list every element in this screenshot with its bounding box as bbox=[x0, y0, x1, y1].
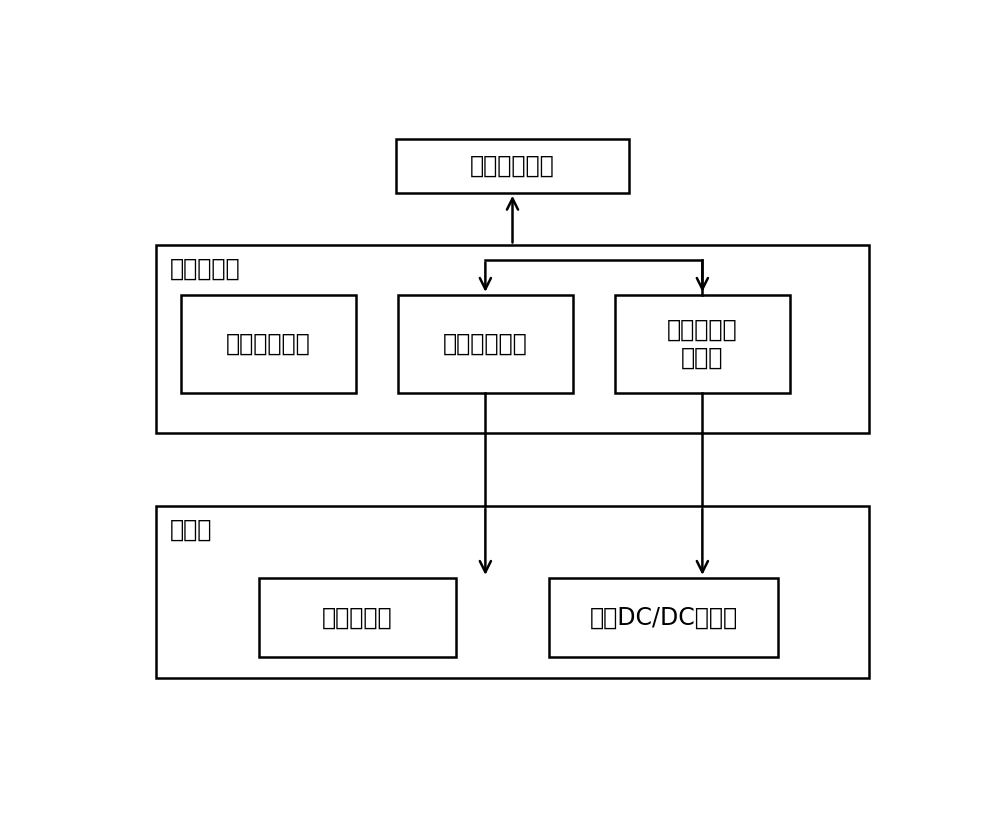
Text: 执行层: 执行层 bbox=[170, 518, 212, 542]
Bar bbox=[549, 577, 778, 657]
Text: 系统监控层: 系统监控层 bbox=[170, 257, 241, 281]
Bar bbox=[396, 139, 629, 193]
Text: 光伏发电监控: 光伏发电监控 bbox=[443, 332, 528, 356]
Bar bbox=[615, 295, 790, 393]
Text: 电网管理系统: 电网管理系统 bbox=[470, 154, 555, 178]
Bar bbox=[181, 295, 356, 393]
Text: 双向DC/DC变流器: 双向DC/DC变流器 bbox=[590, 605, 738, 629]
Bar bbox=[156, 245, 869, 433]
Text: 光储联合功
率控制: 光储联合功 率控制 bbox=[667, 318, 738, 370]
Bar bbox=[398, 295, 573, 393]
Bar bbox=[259, 577, 456, 657]
Text: 光伏逆变器: 光伏逆变器 bbox=[322, 605, 393, 629]
Text: 储能系统监控: 储能系统监控 bbox=[226, 332, 311, 356]
Bar bbox=[156, 506, 869, 678]
